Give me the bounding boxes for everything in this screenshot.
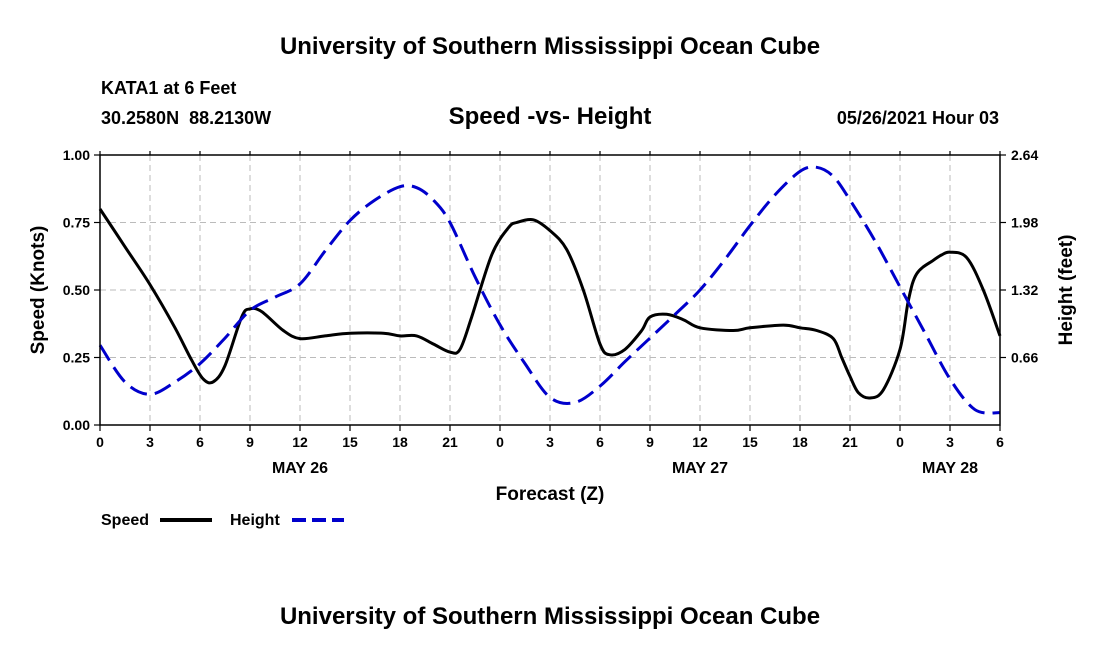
legend: Speed Height	[101, 512, 344, 529]
x-tick-label: 18	[392, 434, 408, 450]
y-axis-right-label: Height (feet)	[1056, 235, 1077, 346]
y-axis-left: 0.00 0.25 0.50 0.75 1.00	[63, 147, 100, 433]
date-label: MAY 28	[922, 460, 978, 477]
y-axis-right: 0.66 1.32 1.98 2.64	[1000, 147, 1038, 366]
x-axis: 0 3 6 9 12 15 18 21 0 3 6 9 12 15 18 21 0 3 6	[96, 151, 1004, 450]
x-tick-label: 12	[292, 434, 308, 450]
x-tick-label: 3	[146, 434, 154, 450]
x-tick-label: 15	[342, 434, 358, 450]
x-tick-label: 9	[246, 434, 254, 450]
chart-title: University of Southern Mississippi Ocean…	[280, 33, 820, 60]
y-right-tick-label: 2.64	[1011, 147, 1038, 163]
date-label: MAY 27	[672, 460, 728, 477]
date-labels: MAY 26 MAY 27 MAY 28	[272, 460, 978, 477]
y-right-tick-label: 1.32	[1011, 282, 1038, 298]
x-tick-label: 3	[946, 434, 954, 450]
x-tick-label: 21	[442, 434, 458, 450]
station-label: KATA1 at 6 Feet	[101, 78, 236, 98]
y-left-tick-label: 1.00	[63, 147, 90, 163]
x-tick-label: 6	[996, 434, 1004, 450]
plot-area: 0 3 6 9 12 15 18 21 0 3 6 9 12 15 18 21 0 3 6 0.00 0.25 0.50…	[63, 147, 1039, 477]
x-axis-label: Forecast (Z)	[496, 484, 605, 505]
y-left-tick-label: 0.00	[63, 417, 90, 433]
legend-speed-label: Speed	[101, 512, 149, 529]
timestamp-label: 05/26/2021 Hour 03	[837, 108, 999, 128]
x-tick-label: 6	[596, 434, 604, 450]
y-right-tick-label: 0.66	[1011, 350, 1038, 366]
x-tick-label: 0	[96, 434, 104, 450]
series-lines	[98, 165, 1002, 415]
y-left-tick-label: 0.50	[63, 282, 90, 298]
y-left-tick-label: 0.25	[63, 350, 90, 366]
y-left-tick-label: 0.75	[63, 215, 90, 231]
legend-height-label: Height	[230, 512, 280, 529]
coordinates-label: 30.2580N 88.2130W	[101, 108, 271, 128]
x-tick-label: 15	[742, 434, 758, 450]
x-tick-label: 12	[692, 434, 708, 450]
x-tick-label: 0	[496, 434, 504, 450]
x-tick-label: 6	[196, 434, 204, 450]
x-tick-label: 3	[546, 434, 554, 450]
date-label: MAY 26	[272, 460, 328, 477]
series-line-height	[98, 165, 1001, 415]
x-tick-label: 9	[646, 434, 654, 450]
chart-subtitle: Speed -vs- Height	[449, 103, 652, 130]
footer-title: University of Southern Mississippi Ocean…	[280, 603, 820, 630]
y-right-tick-label: 1.98	[1011, 215, 1038, 231]
x-tick-label: 21	[842, 434, 858, 450]
x-tick-label: 0	[896, 434, 904, 450]
grid-lines	[100, 155, 1000, 425]
x-tick-label: 18	[792, 434, 808, 450]
y-axis-left-label: Speed (Knots)	[28, 226, 49, 355]
